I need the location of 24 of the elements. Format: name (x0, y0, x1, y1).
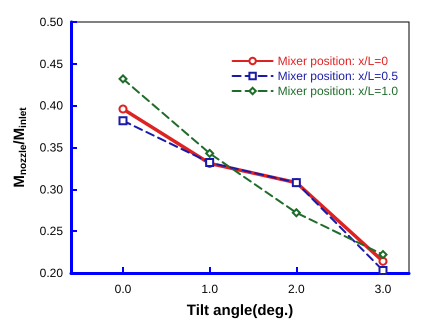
y-tick-label: 0.25 (40, 224, 64, 238)
x-tick-label: 0.0 (114, 282, 132, 296)
point (205, 148, 214, 158)
legend-label: Mixer position: x/L=0.5 (278, 69, 398, 83)
y-tick-label: 0.45 (40, 56, 64, 71)
point (118, 74, 128, 84)
y-tick-label: 0.35 (40, 140, 64, 154)
legend-label: Mixer position: x/L=0 (278, 54, 388, 68)
point (378, 266, 388, 275)
y-tick-label: 0.50 (40, 15, 64, 29)
x-tick-label: 2.0 (288, 282, 305, 296)
point (118, 104, 128, 114)
y-tick-label: 0.30 (40, 182, 64, 196)
y-tick-label: 0.20 (40, 266, 64, 280)
x-tick-label: 1.0 (201, 282, 218, 296)
x-tick-label: 3.0 (374, 282, 392, 296)
x-axis-title: Tilt angle(deg.) (186, 302, 294, 319)
point (292, 208, 301, 218)
point (118, 116, 128, 126)
y-axis-title: Mnozzle/Minlet (11, 106, 30, 188)
point (378, 250, 388, 260)
legend-label: Mixer position: x/L=1.0 (278, 84, 398, 98)
point (378, 256, 388, 266)
y-tick-label: 0.40 (40, 98, 64, 113)
